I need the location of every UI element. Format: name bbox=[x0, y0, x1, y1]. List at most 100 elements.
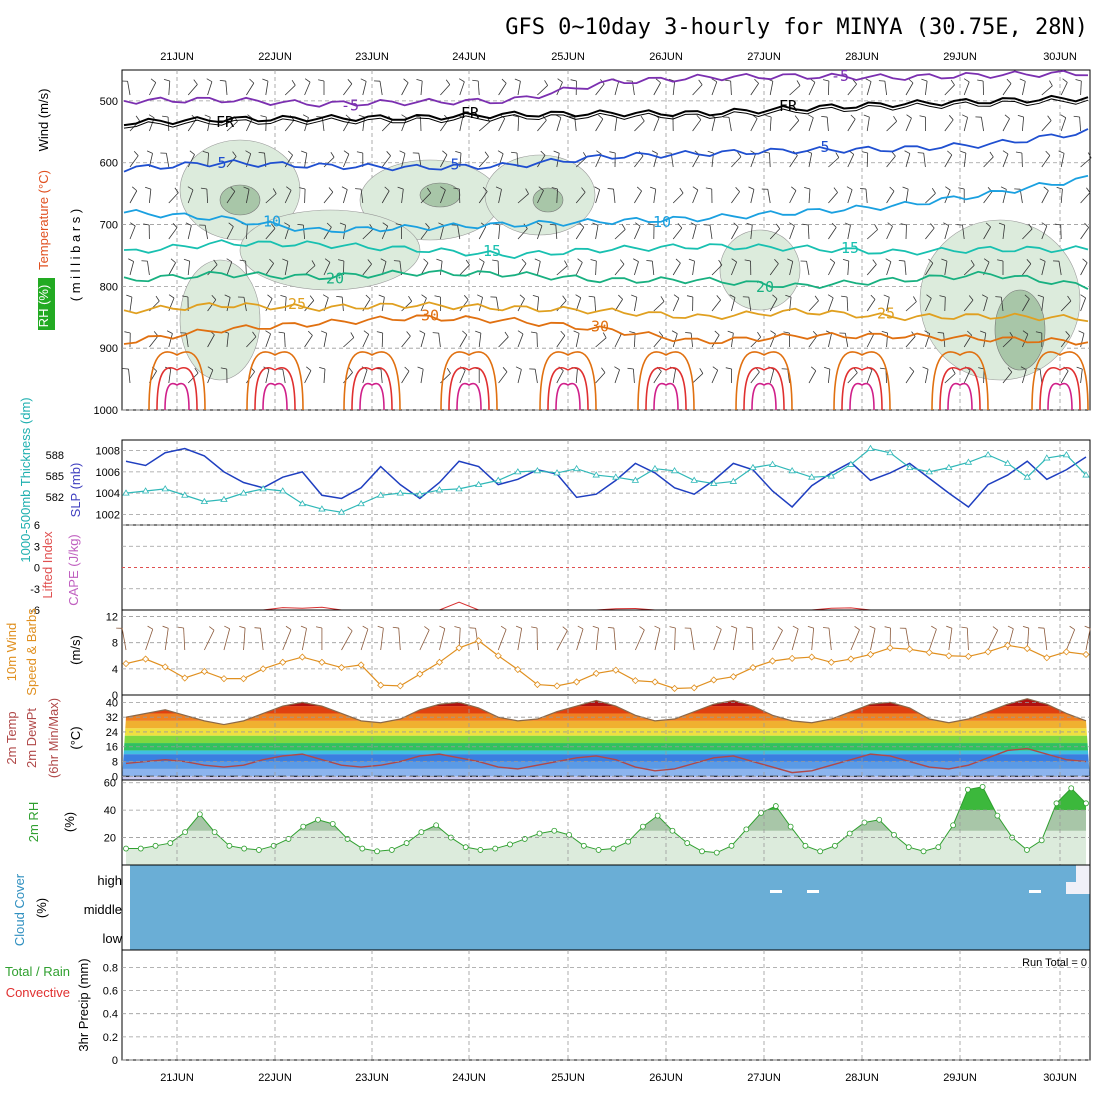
rh-line-point bbox=[920, 848, 927, 855]
wind-barb bbox=[265, 333, 271, 348]
wind-barb bbox=[634, 261, 639, 276]
wind-barb-flag bbox=[962, 114, 968, 118]
wind-barb bbox=[690, 628, 695, 651]
wind-speed-line-point bbox=[1043, 654, 1051, 662]
wind-barb-flag bbox=[602, 332, 607, 339]
rh-line-point bbox=[905, 844, 912, 851]
wind-speed-line-point bbox=[553, 682, 561, 690]
wind-barb-flag bbox=[831, 222, 837, 228]
thickness-line-point bbox=[279, 487, 287, 494]
wind-barb bbox=[575, 333, 580, 348]
rh-shade-dark bbox=[532, 187, 564, 213]
wind-barb-flag bbox=[1075, 79, 1082, 82]
date-label-bottom: 23JUN bbox=[355, 1072, 389, 1084]
wind-barb bbox=[226, 156, 237, 168]
wind-barb-flag bbox=[542, 115, 547, 121]
wind-barb-flag bbox=[852, 79, 857, 85]
rh-line-point bbox=[1038, 837, 1045, 844]
wind-speed-line-point bbox=[866, 650, 875, 659]
wind-barb bbox=[381, 261, 387, 276]
wind-barb-flag bbox=[785, 294, 792, 298]
wind-barb bbox=[847, 83, 857, 96]
wind-barb-flag bbox=[1047, 115, 1052, 121]
wind-barb bbox=[614, 299, 623, 312]
wind-barb-flag bbox=[772, 294, 778, 300]
rh-line-point bbox=[625, 838, 632, 845]
wind-barb-flag bbox=[213, 259, 218, 265]
wind-barb bbox=[517, 193, 529, 204]
temp-tick-label: 16 bbox=[106, 742, 118, 754]
wind-barb bbox=[750, 118, 758, 132]
wind-barb-flag bbox=[146, 150, 153, 154]
wind-barb bbox=[127, 81, 131, 96]
wind-barb-flag bbox=[1069, 625, 1075, 630]
wind-barb bbox=[517, 228, 528, 240]
wind-barb bbox=[634, 155, 644, 168]
wind-barb-flag bbox=[660, 296, 665, 302]
wind-barb-flag bbox=[744, 259, 751, 262]
wind-barb-flag bbox=[517, 330, 524, 335]
wind-barb-flag bbox=[754, 78, 759, 84]
wind-barb-flag bbox=[442, 150, 448, 155]
rh-line-point bbox=[728, 842, 735, 849]
rh-line-point bbox=[1024, 847, 1030, 853]
wind-barb-flag bbox=[824, 366, 830, 370]
wind-barb bbox=[595, 225, 599, 240]
wind-speed-line-point bbox=[279, 658, 287, 666]
wind-barb-flag bbox=[560, 330, 566, 336]
wind-barb-flag bbox=[382, 222, 388, 227]
wind-barb-flag bbox=[286, 186, 292, 191]
wind-barb bbox=[575, 192, 586, 204]
wind-barb-flag bbox=[403, 78, 409, 83]
wind-barb-flag bbox=[446, 367, 451, 374]
wind-barb-flag bbox=[810, 366, 817, 372]
wind-barb-flag bbox=[900, 223, 907, 226]
contour-label: -5 bbox=[831, 67, 849, 85]
wind-barb-flag bbox=[306, 366, 312, 371]
slp-tick-label: 1006 bbox=[96, 467, 120, 479]
wind-barb bbox=[498, 336, 509, 348]
wind-barb-flag bbox=[729, 294, 736, 298]
contour-FR bbox=[123, 94, 1089, 127]
thickness-line-point bbox=[533, 467, 542, 474]
wind-barb-flag bbox=[376, 331, 383, 334]
wind-barb bbox=[168, 227, 178, 240]
thickness-line-point bbox=[200, 497, 209, 505]
wind-barb bbox=[711, 370, 719, 384]
wind-barb bbox=[517, 116, 520, 132]
temp-loop bbox=[262, 382, 288, 411]
wind-barb bbox=[905, 336, 916, 348]
wind-barb-flag bbox=[1080, 294, 1086, 299]
wind-barb bbox=[1022, 263, 1032, 276]
wind-barb bbox=[165, 153, 170, 168]
contour-label: 5 bbox=[450, 156, 459, 174]
cloud-ylabel: Cloud Cover bbox=[12, 873, 27, 946]
wind-barb-flag bbox=[931, 625, 937, 630]
wind-barb-flag bbox=[575, 294, 581, 299]
wind-barb bbox=[983, 226, 991, 240]
wind-barb-flag bbox=[807, 114, 814, 119]
wind-barb bbox=[808, 117, 814, 132]
wind-barb-flag bbox=[147, 625, 153, 630]
thickness-line-point bbox=[788, 467, 796, 474]
wind-barb-flag bbox=[358, 114, 365, 118]
rh-line-point bbox=[787, 823, 794, 830]
precip-ylabel3: Convective bbox=[6, 985, 70, 1000]
wind-barb-flag bbox=[465, 259, 470, 266]
wind-barb bbox=[731, 297, 736, 312]
y-tick-label: 700 bbox=[100, 220, 118, 232]
wind-speed-line-point bbox=[847, 655, 855, 663]
thickness-line-point bbox=[1062, 451, 1071, 458]
wind-barb bbox=[420, 81, 423, 96]
wind-barb-flag bbox=[592, 222, 599, 226]
wind-barb bbox=[517, 298, 525, 312]
temp-tick-label: 32 bbox=[106, 712, 118, 724]
wind-barb-flag bbox=[392, 626, 399, 629]
wind-barb bbox=[811, 628, 815, 651]
rh-legend-swatch bbox=[38, 278, 55, 330]
wind-barb bbox=[692, 225, 697, 240]
wind-barb-flag bbox=[1024, 294, 1030, 300]
wind-barb bbox=[1060, 153, 1065, 168]
wind-barb bbox=[905, 82, 914, 96]
wind-barb-flag bbox=[618, 294, 623, 300]
